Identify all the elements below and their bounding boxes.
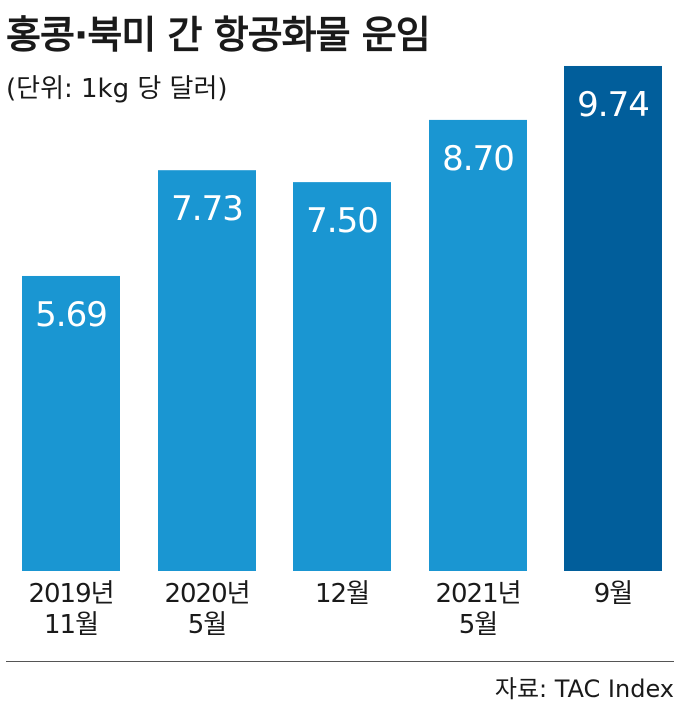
bar-value-label-3: 8.70 (442, 139, 514, 179)
bar-value-label-2: 7.50 (306, 201, 378, 241)
bar-4 (564, 65, 662, 571)
footer-divider (6, 661, 674, 662)
bar-3 (429, 119, 527, 571)
bar-0 (22, 275, 120, 571)
bar-2 (293, 182, 391, 571)
x-tick-label-2: 12월 (315, 579, 369, 609)
bar-value-label-1: 7.73 (171, 189, 243, 229)
bar-1 (158, 170, 256, 571)
chart-unit-note: (단위: 1kg 당 달러) (6, 74, 228, 104)
bar-value-label-4: 9.74 (577, 85, 649, 125)
x-tick-label-1: 2020년 5월 (164, 579, 249, 640)
x-tick-label-0: 2019년 11월 (28, 579, 113, 640)
x-tick-label-4: 9월 (594, 579, 632, 609)
bar-value-label-0: 5.69 (35, 295, 107, 335)
source-note: 자료: TAC Index (494, 675, 674, 703)
x-tick-label-3: 2021년 5월 (435, 579, 520, 640)
chart-title: 홍콩·북미 간 항공화물 운임 (6, 13, 431, 57)
